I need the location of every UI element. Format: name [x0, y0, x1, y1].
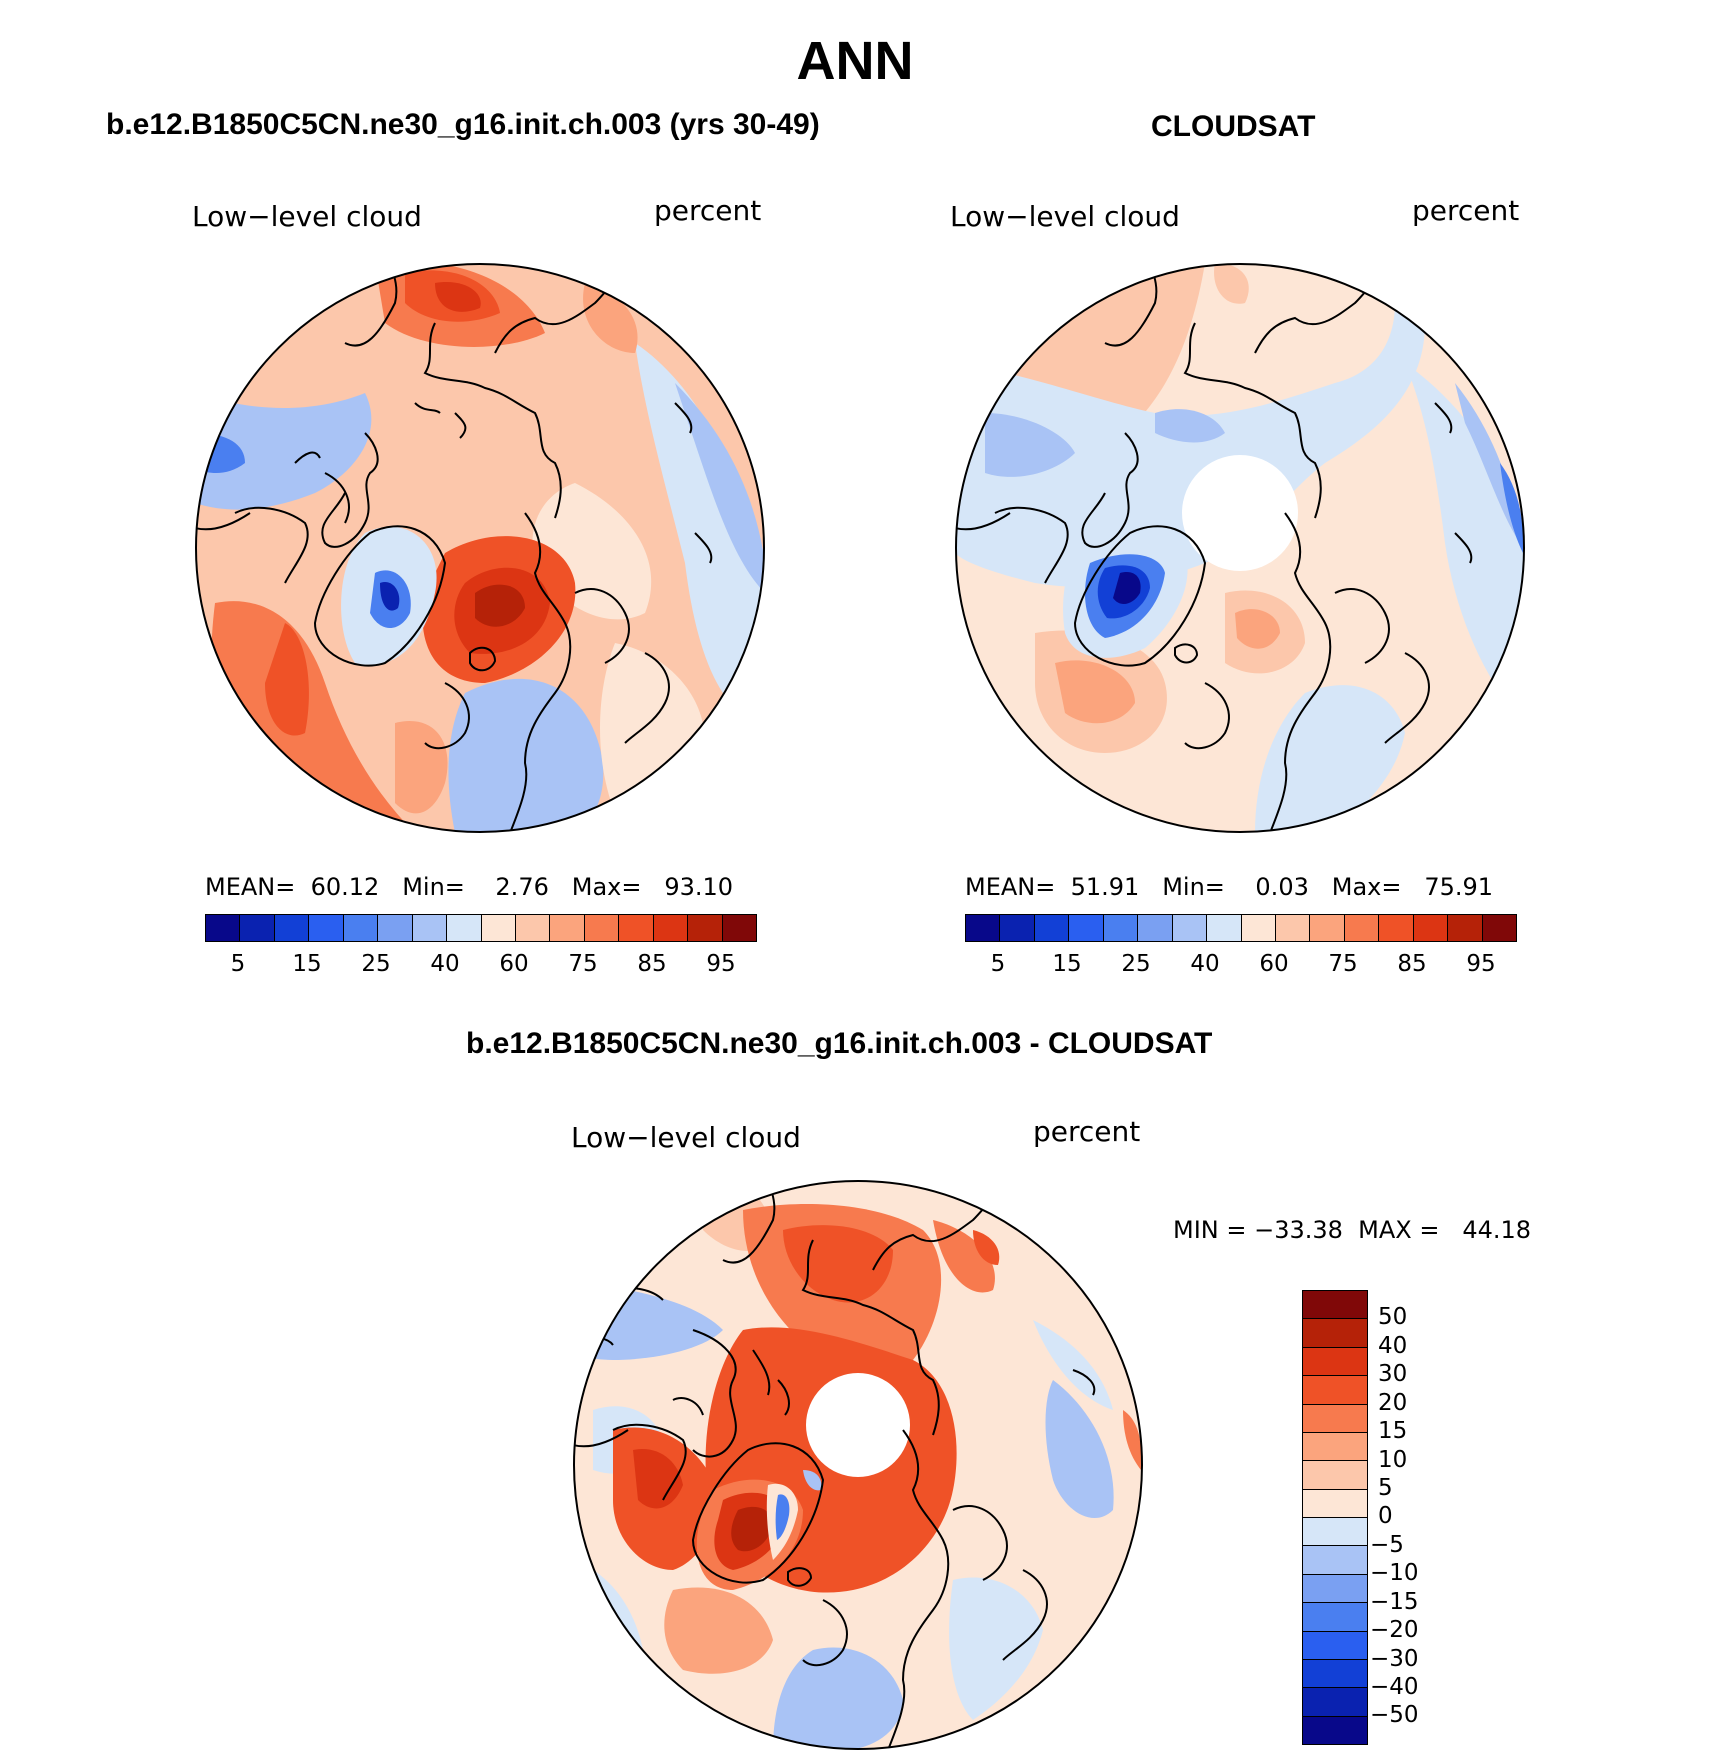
panel3-variable: Low−level cloud	[571, 1121, 801, 1154]
cbar-swatch	[240, 915, 275, 941]
panel2-polar-map	[955, 263, 1525, 833]
panel2-stats: MEAN= 51.91 Min= 0.03 Max= 75.91	[965, 873, 1494, 901]
cbar-swatch	[1303, 1716, 1367, 1744]
panel1-subtitle: b.e12.B1850C5CN.ne30_g16.init.ch.003 (yr…	[106, 108, 820, 141]
cbar-swatch	[1034, 915, 1070, 941]
panel1-cbar-tick: 15	[292, 951, 322, 977]
cbar-swatch	[966, 915, 1001, 941]
cbar-swatch	[309, 915, 344, 941]
panel2-cbar-tick: 40	[1190, 951, 1220, 977]
cbar-swatch	[447, 915, 482, 941]
panel3-colorbar	[1302, 1290, 1368, 1745]
panel2-cbar-tick: 15	[1052, 951, 1082, 977]
cbar-swatch	[688, 915, 723, 941]
cbar-swatch	[1303, 1688, 1367, 1717]
cbar-swatch	[1310, 915, 1345, 941]
cbar-swatch	[1303, 1376, 1367, 1405]
cbar-swatch	[722, 915, 756, 941]
cbar-swatch	[343, 915, 379, 941]
panel3-cbar-tick: −40	[1370, 1674, 1419, 1700]
cbar-swatch	[1303, 1546, 1367, 1575]
panel2-units: percent	[1412, 194, 1520, 227]
panel1-cbar-tick: 85	[637, 951, 667, 977]
panel3-cbar-tick: −10	[1370, 1560, 1419, 1586]
cbar-swatch	[1379, 915, 1414, 941]
cbar-swatch	[274, 915, 310, 941]
panel1-cbar-tick: 95	[706, 951, 736, 977]
cbar-swatch	[1303, 1603, 1367, 1632]
panel1-cbar-tick: 40	[430, 951, 460, 977]
panel3-cbar-tick: 5	[1378, 1475, 1393, 1501]
panel1-units: percent	[654, 194, 762, 227]
panel3-cbar-tick: −20	[1370, 1617, 1419, 1643]
cbar-swatch	[550, 915, 585, 941]
panel3-cbar-tick: 50	[1378, 1304, 1408, 1330]
cbar-swatch	[515, 915, 551, 941]
cbar-swatch	[1103, 915, 1139, 941]
cbar-swatch	[1000, 915, 1035, 941]
panel3-cbar-tick: 30	[1378, 1361, 1408, 1387]
cbar-swatch	[1482, 915, 1516, 941]
cbar-swatch	[481, 915, 516, 941]
panel2-cbar-tick: 5	[990, 951, 1006, 977]
panel3-cbar-tick: 40	[1378, 1333, 1408, 1359]
cbar-swatch	[1069, 915, 1104, 941]
cbar-swatch	[1303, 1432, 1367, 1462]
panel3-minmax: MIN = −33.38 MAX = 44.18	[1173, 1216, 1532, 1244]
panel3-cbar-tick: −5	[1370, 1532, 1404, 1558]
cbar-swatch	[1303, 1659, 1367, 1689]
cbar-swatch	[1303, 1461, 1367, 1490]
panel3-cbar-tick: −30	[1370, 1646, 1419, 1672]
panel2-subtitle: CLOUDSAT	[1151, 110, 1316, 143]
cbar-swatch	[1303, 1631, 1367, 1660]
cbar-swatch	[1413, 915, 1449, 941]
panel3-cbar-tick: 20	[1378, 1390, 1408, 1416]
cbar-swatch	[1303, 1489, 1367, 1518]
cbar-swatch	[1138, 915, 1173, 941]
cbar-swatch	[1303, 1347, 1367, 1377]
panel1-cbar-tick: 75	[568, 951, 598, 977]
panel2-colorbar	[965, 914, 1517, 942]
panel1-cbar-tick: 5	[230, 951, 246, 977]
panel2-cbar-tick: 85	[1397, 951, 1427, 977]
panel2-cbar-tick: 75	[1328, 951, 1358, 977]
cbar-swatch	[1448, 915, 1483, 941]
panel3-cbar-tick: 0	[1378, 1503, 1393, 1529]
cbar-swatch	[1207, 915, 1242, 941]
panel3-units: percent	[1033, 1115, 1141, 1148]
cbar-swatch	[619, 915, 654, 941]
panel1-cbar-tick: 25	[361, 951, 391, 977]
cbar-swatch	[1303, 1291, 1367, 1320]
cbar-swatch	[412, 915, 448, 941]
panel2-cbar-tick: 95	[1466, 951, 1496, 977]
panel2-variable: Low−level cloud	[950, 200, 1180, 233]
cbar-swatch	[1303, 1518, 1367, 1547]
panel1-stats: MEAN= 60.12 Min= 2.76 Max= 93.10	[205, 873, 734, 901]
panel3-subtitle: b.e12.B1850C5CN.ne30_g16.init.ch.003 - C…	[466, 1027, 1213, 1060]
figure-title: ANN	[796, 31, 914, 91]
cbar-swatch	[653, 915, 689, 941]
cbar-swatch	[378, 915, 413, 941]
panel3-cbar-tick: −15	[1370, 1589, 1419, 1615]
cbar-swatch	[206, 915, 241, 941]
panel1-polar-map	[195, 263, 765, 833]
panel1-colorbar	[205, 914, 757, 942]
cbar-swatch	[584, 915, 620, 941]
cbar-swatch	[1303, 1574, 1367, 1604]
panel3-cbar-tick: −50	[1370, 1702, 1419, 1728]
panel2-cbar-tick: 25	[1121, 951, 1151, 977]
panel3-cbar-tick: 15	[1378, 1418, 1408, 1444]
cbar-swatch	[1275, 915, 1311, 941]
cbar-swatch	[1344, 915, 1380, 941]
cbar-swatch	[1303, 1319, 1367, 1348]
panel3-cbar-tick: 10	[1378, 1447, 1408, 1473]
cbar-swatch	[1172, 915, 1208, 941]
panel2-cbar-tick: 60	[1259, 951, 1289, 977]
panel1-variable: Low−level cloud	[192, 200, 422, 233]
cbar-swatch	[1241, 915, 1276, 941]
panel1-cbar-tick: 60	[499, 951, 529, 977]
cbar-swatch	[1303, 1404, 1367, 1433]
panel3-polar-map	[573, 1180, 1143, 1750]
